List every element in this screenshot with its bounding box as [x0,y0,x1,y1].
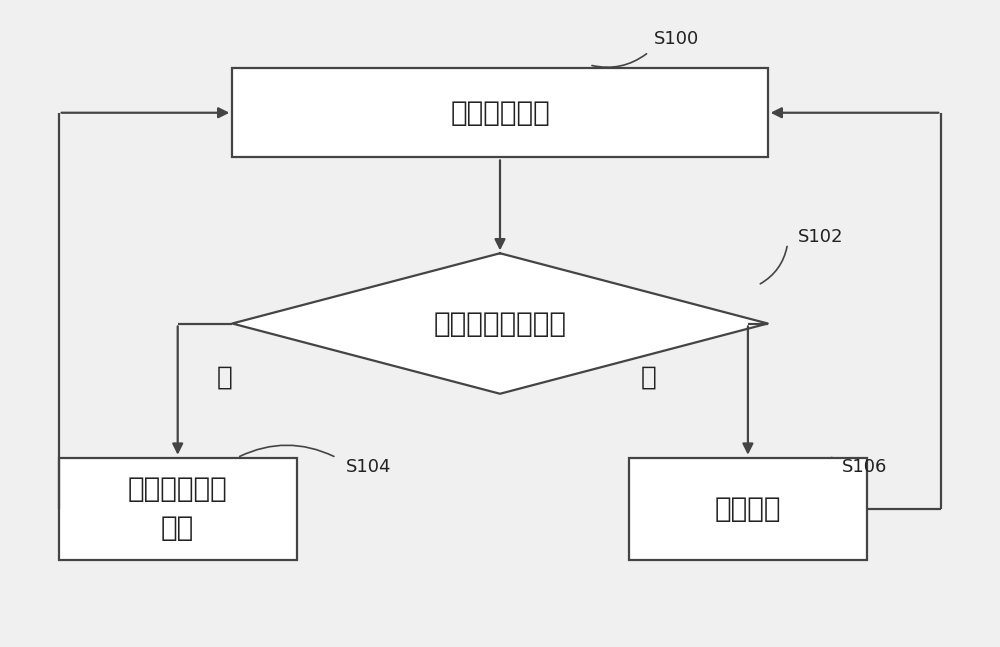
Text: 关闭外设用电
设备: 关闭外设用电 设备 [128,475,228,542]
Bar [59,457,297,560]
Text: S104: S104 [346,458,392,476]
Text: S106: S106 [842,458,888,476]
Text: 输出图像: 输出图像 [715,495,781,523]
Polygon shape [232,253,768,394]
Text: 是: 是 [641,365,657,391]
Text: 否: 否 [216,365,232,391]
Text: 采集三维数据: 采集三维数据 [450,99,550,127]
Text: 判断是否有观看者: 判断是否有观看者 [434,309,566,338]
Text: S100: S100 [654,30,699,49]
Bar [629,457,867,560]
Text: S102: S102 [798,228,843,247]
Bar [232,68,768,157]
